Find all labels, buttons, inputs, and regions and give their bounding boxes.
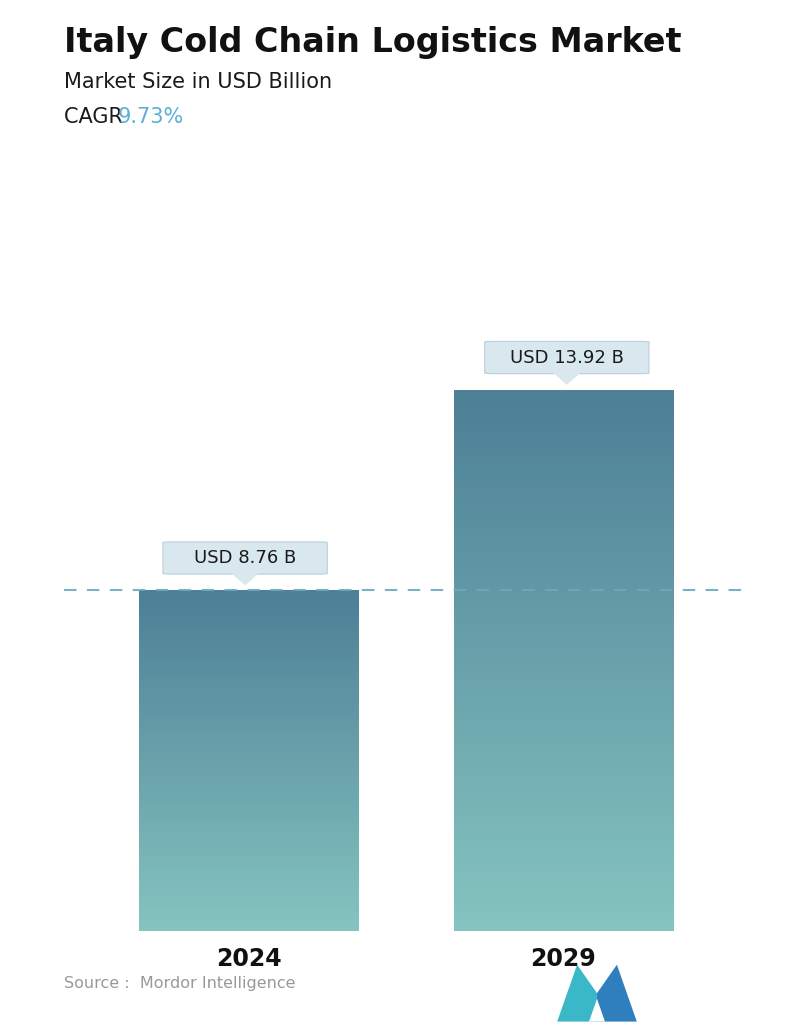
FancyBboxPatch shape [485,341,649,373]
Polygon shape [597,965,637,1022]
Text: Italy Cold Chain Logistics Market: Italy Cold Chain Logistics Market [64,26,681,59]
Text: CAGR: CAGR [64,107,129,126]
Polygon shape [232,574,257,584]
Text: 9.73%: 9.73% [118,107,184,126]
Text: USD 13.92 B: USD 13.92 B [510,348,624,366]
FancyBboxPatch shape [163,542,327,574]
Polygon shape [589,999,605,1022]
Text: Source :  Mordor Intelligence: Source : Mordor Intelligence [64,975,295,991]
Polygon shape [557,965,597,1022]
Text: USD 8.76 B: USD 8.76 B [194,549,296,567]
Text: Market Size in USD Billion: Market Size in USD Billion [64,72,332,92]
Polygon shape [555,373,579,384]
